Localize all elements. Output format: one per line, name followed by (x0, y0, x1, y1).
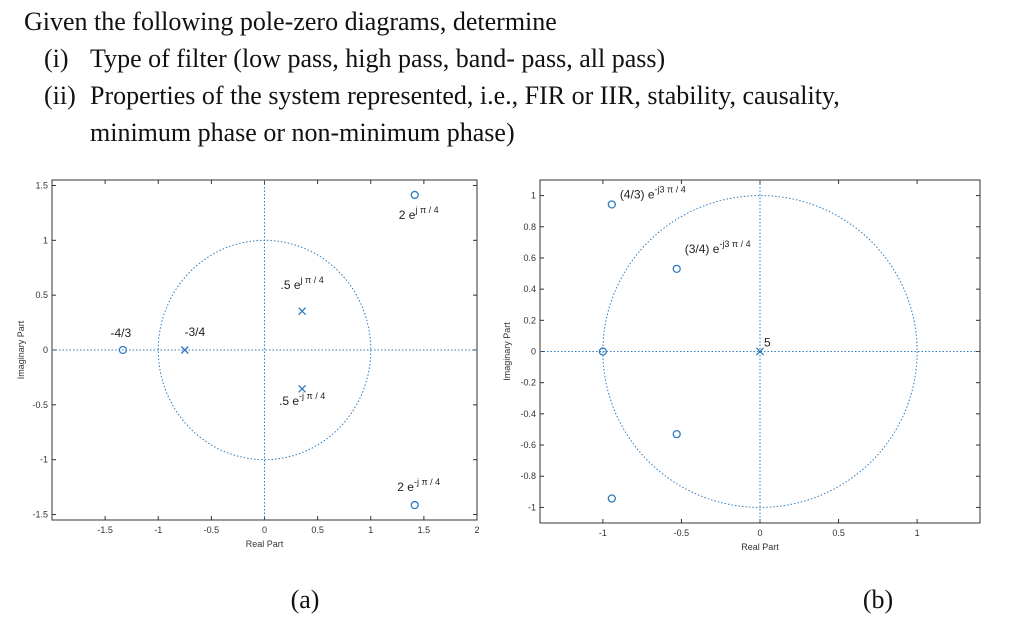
zero-marker (118, 345, 128, 355)
annotation-sup: -j3 π / 4 (719, 239, 750, 249)
item-label: (ii) (44, 81, 76, 110)
x-tick-label: 1 (368, 525, 373, 535)
annotation-text: -3/4 (184, 325, 205, 339)
zero-marker (410, 500, 419, 510)
y-tick-label: -1 (528, 502, 536, 512)
y-tick-label: -1 (40, 455, 48, 465)
y-tick-label: 1 (43, 235, 48, 245)
y-tick-label: 0 (43, 345, 48, 355)
annotation-sup: -j π / 4 (414, 477, 440, 487)
x-tick-label: 0 (262, 525, 267, 535)
x-tick-label: -0.5 (674, 528, 690, 538)
item-text: Type of filter (low pass, high pass, ban… (90, 44, 665, 73)
y-tick-label: 0.8 (523, 222, 536, 232)
annotation-text: -4/3 (111, 326, 132, 340)
x-tick-label: -1 (599, 528, 607, 538)
annotation-text: 2 e (399, 208, 416, 222)
zero-marker (607, 200, 616, 209)
y-tick-label: -1.5 (32, 510, 48, 520)
y-axis-label: Imaginary Part (16, 320, 26, 379)
annotation: 2 ej π / 4 (399, 205, 439, 222)
annotation-text: .5 e (279, 394, 299, 408)
x-axis-label: Real Part (246, 539, 284, 549)
item-label: (i) (44, 44, 69, 73)
zero-marker (607, 494, 616, 503)
pole-marker (180, 346, 189, 354)
x-tick-label: 0.5 (311, 525, 324, 535)
question-intro: Given the following pole-zero diagrams, … (24, 7, 557, 36)
item-text: Properties of the system represented, i.… (90, 81, 840, 110)
y-tick-label: 0 (531, 347, 536, 357)
y-tick-label: -0.2 (520, 378, 536, 388)
y-tick-label: 0.6 (523, 253, 536, 263)
annotation: .5 e-j π / 4 (279, 391, 325, 408)
x-tick-label: 0 (757, 528, 762, 538)
y-tick-label: -0.5 (32, 400, 48, 410)
zero-marker (410, 190, 419, 200)
annotation-sup: -j π / 4 (299, 391, 325, 401)
zero-marker (672, 429, 681, 439)
x-axis-label: Real Part (741, 542, 779, 552)
x-tick-label: 1.5 (418, 525, 431, 535)
unit-circle (602, 195, 918, 508)
caption: (a) (291, 585, 320, 614)
y-tick-label: 1 (531, 191, 536, 201)
zero-marker (598, 347, 608, 356)
annotation-text: 2 e (397, 480, 414, 494)
y-tick-label: 0.4 (523, 284, 536, 294)
annotation-text: (4/3) e (620, 187, 655, 201)
annotation-text: 5 (764, 336, 771, 350)
zero-marker (672, 264, 681, 274)
caption: (b) (863, 585, 893, 614)
x-tick-label: -0.5 (204, 525, 220, 535)
annotation-text: .5 e (280, 278, 300, 292)
annotation-text: (3/4) e (685, 242, 720, 256)
annotation: 2 e-j π / 4 (397, 477, 440, 494)
annotation-sup: j π / 4 (300, 275, 324, 285)
x-tick-label: -1 (154, 525, 162, 535)
x-tick-label: -1.5 (97, 525, 113, 535)
y-tick-label: 0.2 (523, 315, 536, 325)
pole-marker (298, 307, 307, 316)
unit-circle (157, 239, 372, 461)
y-tick-label: -0.6 (520, 440, 536, 450)
annotation: -3/4 (184, 325, 205, 339)
y-tick-label: 0.5 (35, 290, 48, 300)
pole-marker (298, 384, 307, 393)
annotation-sup: -j3 π / 4 (655, 184, 686, 194)
x-tick-label: 0.5 (832, 528, 845, 538)
annotation: (3/4) e-j3 π / 4 (685, 239, 751, 256)
annotation: .5 ej π / 4 (280, 275, 323, 292)
x-tick-label: 1 (915, 528, 920, 538)
x-tick-label: 2 (474, 525, 479, 535)
annotation: 5 (764, 336, 771, 350)
annotation: -4/3 (111, 326, 132, 340)
y-tick-label: -0.4 (520, 409, 536, 419)
annotation: (4/3) e-j3 π / 4 (620, 184, 686, 201)
y-tick-label: 1.5 (35, 180, 48, 190)
annotation-sup: j π / 4 (414, 205, 438, 215)
item-text: minimum phase or non-minimum phase) (90, 118, 515, 147)
pole-marker (756, 347, 764, 356)
y-tick-label: -0.8 (520, 471, 536, 481)
y-axis-label: Imaginary Part (502, 322, 512, 381)
